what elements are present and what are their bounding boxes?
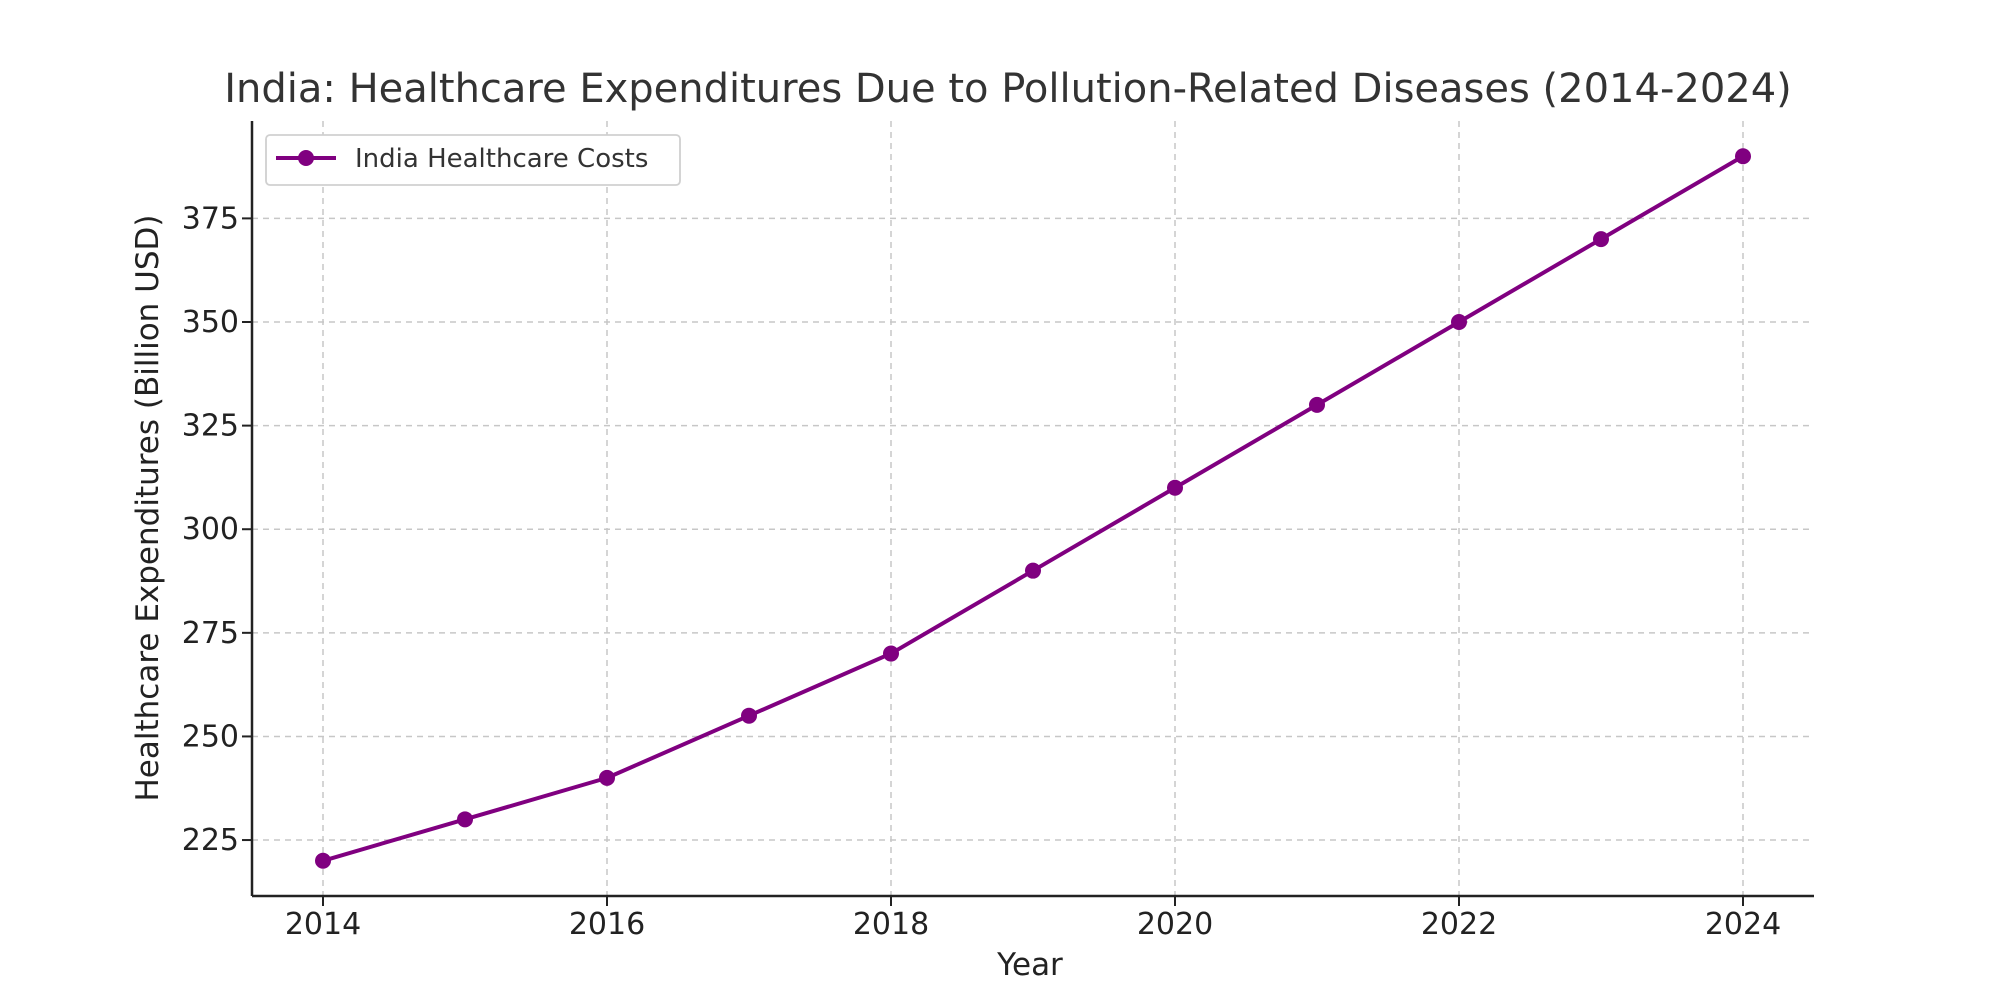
- x-tick-label: 2016: [569, 907, 645, 942]
- y-tick-label: 225: [182, 823, 239, 858]
- data-point: [1025, 562, 1041, 579]
- data-point: [1167, 479, 1183, 496]
- data-point: [741, 707, 757, 724]
- data-point: [1451, 314, 1467, 331]
- x-tick-label: 2022: [1421, 907, 1497, 942]
- y-tick-label: 325: [182, 409, 239, 444]
- data-point: [1309, 396, 1325, 413]
- legend-label: India Healthcare Costs: [355, 144, 648, 174]
- series-line: [321, 154, 1745, 863]
- axes-layer: 2014 2016 2018 2020 2022 2024 225 250 275 300 325 3…: [182, 121, 1814, 942]
- data-point: [883, 645, 899, 662]
- y-tick-label: 275: [182, 616, 239, 651]
- y-tick-label: 375: [182, 201, 239, 236]
- data-point: [315, 852, 331, 869]
- x-tick-label: 2024: [1705, 907, 1781, 942]
- data-point: [599, 769, 615, 786]
- chart-title: India: Healthcare Expenditures Due to Po…: [224, 66, 1792, 112]
- data-point: [1593, 231, 1609, 248]
- data-point: [457, 811, 473, 828]
- grid-layer: [252, 121, 1814, 896]
- x-axis-label: Year: [996, 947, 1063, 983]
- legend: India Healthcare Costs: [265, 134, 681, 186]
- y-tick-label: 350: [182, 305, 239, 340]
- y-axis-label: Healthcare Expenditures (Billion USD): [130, 214, 166, 801]
- legend-box: [265, 134, 681, 186]
- x-tick-label: 2014: [285, 907, 361, 942]
- x-tick-label: 2020: [1137, 907, 1213, 942]
- y-tick-label: 300: [182, 512, 239, 547]
- y-tick-label: 250: [182, 719, 239, 754]
- series-layer: [315, 148, 1751, 869]
- data-point: [1735, 148, 1751, 165]
- legend-series-marker: [298, 150, 314, 166]
- x-tick-label: 2018: [853, 907, 929, 942]
